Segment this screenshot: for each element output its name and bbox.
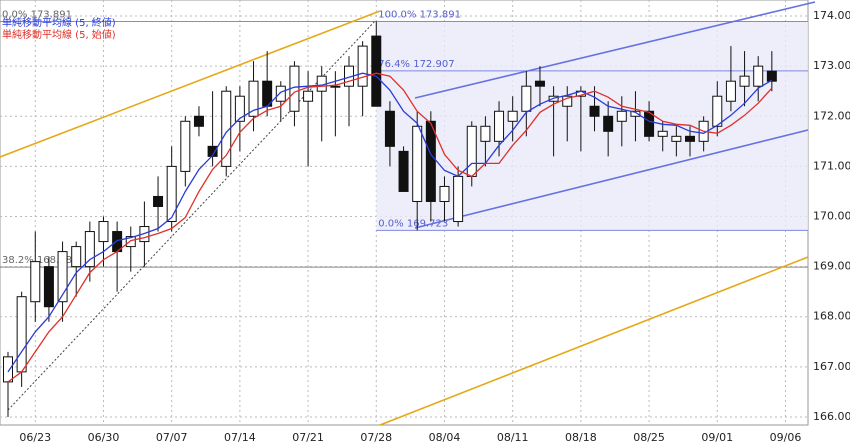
candle-body <box>562 95 573 107</box>
moving-average <box>7 72 773 383</box>
y-tick-label: 169.000 <box>813 260 850 273</box>
x-tick-label: 07/07 <box>156 431 188 444</box>
x-tick-label: 09/01 <box>701 431 733 444</box>
candle-body <box>3 356 13 383</box>
y-tick-label: 167.000 <box>813 360 850 373</box>
candle-body <box>480 125 491 142</box>
candle-body <box>180 120 191 172</box>
candle-body <box>125 236 136 248</box>
legend-entry: 単純移動平均線 (5, 始値) <box>2 28 116 41</box>
candle-body <box>439 185 450 202</box>
legend-entry: 単純移動平均線 (5, 終値) <box>2 16 116 29</box>
x-tick-label: 08/04 <box>429 431 461 444</box>
candle-body <box>739 75 750 87</box>
candle-body <box>57 251 68 303</box>
candle-body <box>275 85 286 102</box>
candle-body <box>153 195 164 207</box>
candle-body <box>712 95 723 127</box>
candle-body <box>534 80 545 87</box>
candle-body <box>71 246 82 268</box>
candle-body <box>466 125 477 177</box>
fib-label: 0.0% 173.891 <box>2 10 72 21</box>
candle-body <box>43 266 54 308</box>
x-tick-label: 07/21 <box>292 431 324 444</box>
moving-average <box>7 72 773 373</box>
trend-line <box>7 19 377 411</box>
x-tick-label: 08/25 <box>633 431 665 444</box>
candle-body <box>521 85 532 112</box>
candle-body <box>671 135 682 142</box>
candle-body <box>616 110 627 122</box>
x-tick-label: 08/11 <box>497 431 529 444</box>
y-tick-label: 172.000 <box>813 109 850 122</box>
candle-body <box>453 175 464 223</box>
candle-body <box>657 130 668 137</box>
candle-body <box>248 80 259 117</box>
candle-body <box>371 35 382 107</box>
candle-body <box>630 110 641 117</box>
candle-body <box>98 221 109 243</box>
trend-line <box>379 256 809 426</box>
candle-body <box>494 110 505 142</box>
candle-body <box>84 231 95 268</box>
candle-body <box>166 165 177 223</box>
x-tick-label: 06/30 <box>88 431 120 444</box>
trend-line <box>0 10 381 158</box>
candle-body <box>685 135 695 142</box>
candle-body <box>398 150 409 192</box>
candle-body <box>193 115 204 127</box>
candle-body <box>207 145 218 157</box>
fib-label: 38.2% 168.989 <box>2 255 78 266</box>
fib-label: 0.0% 169.723 <box>378 218 448 229</box>
candle-body <box>30 261 41 303</box>
y-tick-label: 174.000 <box>813 9 850 22</box>
y-tick-label: 166.000 <box>813 410 850 423</box>
candle-body <box>507 110 518 122</box>
y-tick-label: 168.000 <box>813 310 850 323</box>
x-tick-label: 06/23 <box>19 431 51 444</box>
candle-body <box>766 70 777 82</box>
candle-body <box>234 95 245 122</box>
channel-line <box>414 129 809 229</box>
y-tick-label: 170.000 <box>813 210 850 223</box>
channel-line <box>414 1 816 99</box>
candle-body <box>725 80 736 102</box>
candle-body <box>589 105 600 117</box>
candle-body <box>603 115 614 132</box>
x-tick-label: 08/18 <box>565 431 597 444</box>
candle-body <box>384 110 395 147</box>
candle-body <box>16 296 27 373</box>
fib-label: 100.0% 173.891 <box>378 10 461 21</box>
x-tick-label: 07/28 <box>360 431 392 444</box>
y-tick-label: 171.000 <box>813 159 850 172</box>
y-tick-label: 173.000 <box>813 59 850 72</box>
candle-body <box>303 90 314 102</box>
x-tick-label: 09/06 <box>770 431 802 444</box>
candle-body <box>644 110 655 137</box>
candle-body <box>753 65 764 87</box>
fib-label: 76.4% 172.907 <box>378 59 454 70</box>
candle-body <box>425 120 436 202</box>
x-tick-label: 07/14 <box>224 431 256 444</box>
candle-body <box>330 85 341 88</box>
candle-body <box>357 45 368 87</box>
candle-body <box>412 125 423 202</box>
candle-body <box>221 90 232 167</box>
